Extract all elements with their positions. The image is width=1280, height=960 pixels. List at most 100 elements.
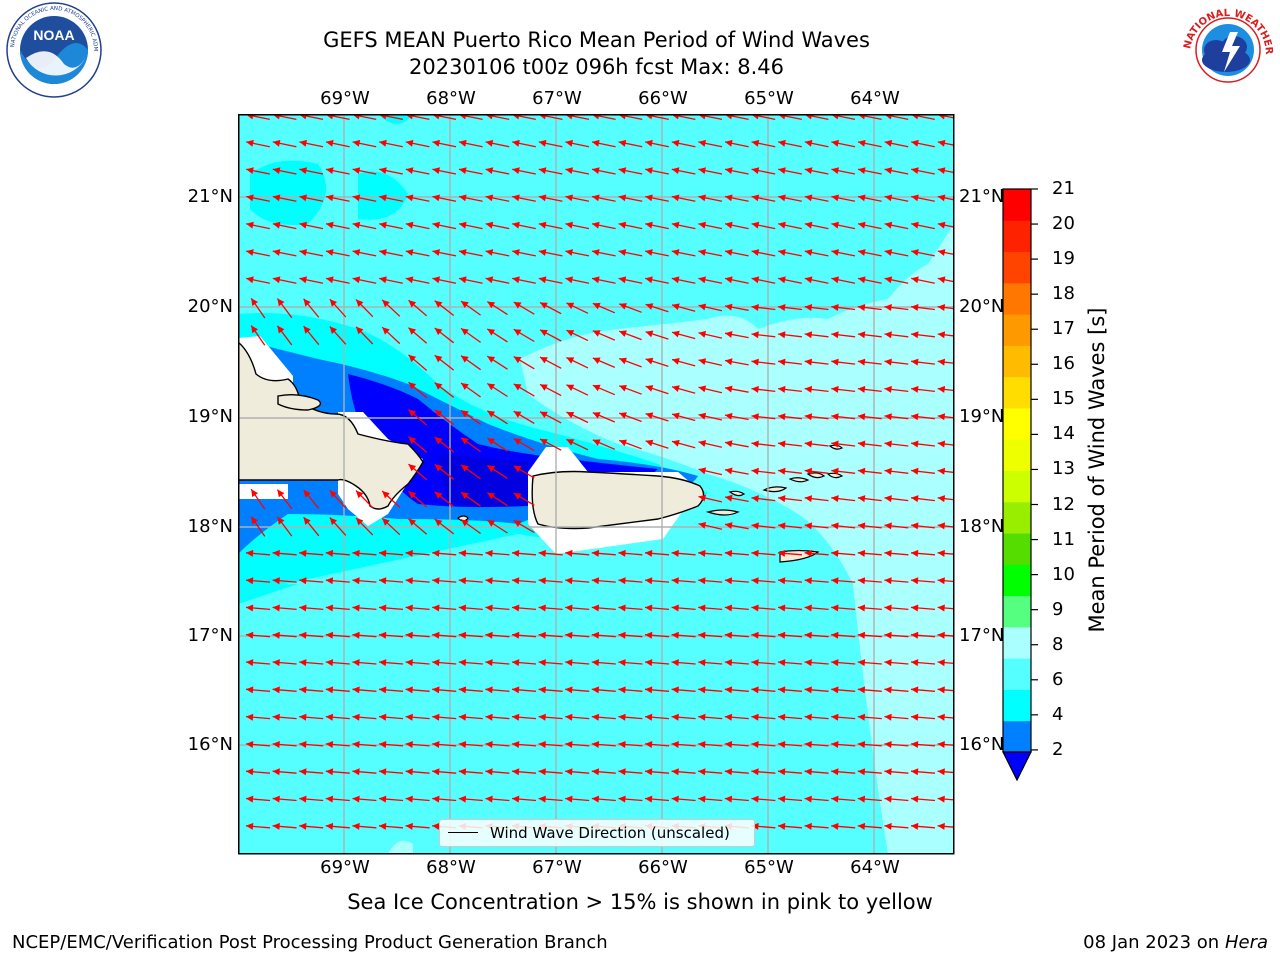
wind-wave-arrowhead	[591, 549, 600, 557]
wind-wave-arrowhead	[405, 659, 413, 667]
wind-wave-arrowhead	[804, 304, 813, 311]
wind-wave-arrowhead	[592, 276, 600, 284]
wind-wave-arrowhead	[645, 659, 653, 667]
wind-wave-arrowhead	[645, 357, 654, 365]
wind-wave-arrowhead	[804, 221, 813, 229]
wind-wave-arrowhead	[272, 604, 280, 612]
wind-wave-arrowhead	[485, 659, 493, 667]
wind-wave-arrowhead	[778, 331, 786, 339]
wind-wave-arrowhead	[540, 329, 548, 337]
wind-wave-arrowhead	[246, 139, 254, 147]
wind-wave-arrowhead	[459, 221, 467, 229]
wind-wave-arrowhead	[698, 358, 707, 365]
wind-wave-arrowhead	[858, 139, 866, 147]
wind-wave-arrowhead	[672, 330, 680, 338]
wind-wave-arrowhead	[911, 577, 919, 585]
wind-wave-arrowhead	[538, 686, 546, 694]
wind-wave-arrowhead	[751, 221, 760, 229]
wind-wave-arrowhead	[458, 577, 467, 585]
wind-wave-arrowhead	[671, 741, 679, 748]
wind-wave-arrowhead	[272, 249, 281, 256]
wind-wave-arrowhead	[725, 522, 733, 529]
wind-wave-arrowhead	[884, 631, 892, 639]
wind-wave-arrowhead	[432, 221, 440, 229]
wind-wave-arrowhead	[405, 139, 414, 147]
wind-wave-arrowhead	[565, 249, 573, 256]
wind-wave-arrowhead	[618, 249, 627, 256]
wind-wave-arrowhead	[566, 412, 575, 419]
wind-wave-arrowhead	[937, 440, 946, 448]
wind-wave-arrowhead	[645, 194, 653, 202]
wind-wave-arrowhead	[724, 549, 733, 557]
wind-wave-arrowhead	[937, 522, 946, 530]
wind-wave-arrowhead	[512, 167, 520, 174]
wind-wave-arrowhead	[911, 495, 919, 503]
wind-wave-arrowhead	[459, 276, 467, 284]
wind-wave-arrowhead	[671, 577, 679, 585]
lat-label-left-19: 19°N	[187, 406, 233, 427]
wind-wave-arrowhead	[565, 686, 573, 694]
colorbar-tick-label: 4	[1052, 703, 1064, 725]
wind-wave-arrowhead	[538, 577, 546, 585]
wind-wave-arrowhead	[937, 577, 945, 585]
wind-wave-arrowhead	[246, 167, 254, 174]
lat-label-right-21: 21°N	[959, 186, 1005, 207]
wind-wave-arrowhead	[778, 577, 786, 585]
wind-wave-arrowhead	[778, 467, 786, 475]
wind-wave-arrowhead	[911, 413, 919, 421]
wind-wave-arrowhead	[538, 768, 546, 776]
wind-wave-arrowhead	[937, 549, 945, 557]
wind-wave-arrowhead	[831, 795, 839, 803]
wind-wave-arrowhead	[513, 383, 522, 391]
wind-wave-arrowhead	[352, 768, 360, 776]
wind-wave-arrowhead	[645, 412, 654, 420]
wind-wave-arrowhead	[246, 659, 254, 667]
wind-wave-arrowhead	[408, 327, 417, 335]
lat-label-left-20: 20°N	[187, 296, 233, 317]
wind-wave-arrowhead	[618, 167, 627, 174]
wind-wave-arrowhead	[272, 768, 280, 776]
wind-wave-arrowhead	[512, 276, 520, 284]
wind-wave-arrowhead	[432, 713, 440, 721]
wind-wave-arrowhead	[591, 713, 600, 721]
wind-wave-arrowhead	[565, 167, 573, 174]
wind-wave-arrowhead	[329, 326, 337, 334]
wind-wave-arrowhead	[458, 659, 467, 667]
wind-wave-arrowhead	[618, 194, 627, 202]
wind-wave-arrowhead	[272, 659, 280, 667]
wind-wave-arrowhead	[540, 439, 548, 446]
wind-wave-arrowhead	[487, 410, 496, 418]
colorbar-segment	[1003, 345, 1031, 378]
wind-wave-arrowhead	[272, 139, 281, 147]
wind-wave-arrowhead	[272, 221, 281, 229]
colorbar-tick-label: 18	[1052, 283, 1075, 305]
wind-wave-arrowhead	[698, 768, 706, 776]
wind-wave-arrowhead	[884, 495, 892, 503]
wind-wave-arrowhead	[884, 139, 893, 147]
wind-wave-arrowhead	[831, 413, 839, 421]
wind-wave-arrowhead	[724, 659, 733, 667]
wind-wave-arrowhead	[725, 167, 733, 174]
wind-wave-arrowhead	[698, 549, 706, 557]
wind-wave-arrowhead	[751, 795, 759, 803]
sea-ice-note: Sea Ice Concentration > 15% is shown in …	[347, 890, 933, 914]
wind-wave-arrowhead	[487, 492, 496, 500]
wind-wave-arrowhead	[432, 631, 440, 639]
wind-wave-arrowhead	[671, 631, 679, 639]
wind-wave-arrowhead	[884, 822, 892, 830]
wind-wave-arrowhead	[751, 385, 759, 393]
wind-wave-arrowhead	[461, 410, 469, 418]
wind-wave-arrowhead	[325, 713, 334, 721]
wind-wave-arrowhead	[299, 249, 307, 256]
wind-wave-arrowhead	[379, 577, 387, 585]
wind-wave-arrowhead	[591, 659, 600, 667]
wind-wave-arrowhead	[831, 604, 839, 612]
wind-wave-arrowhead	[858, 194, 866, 202]
wind-wave-arrowhead	[778, 522, 786, 530]
wind-wave-arrowhead	[831, 139, 839, 147]
wind-wave-arrowhead	[405, 221, 414, 229]
wind-wave-arrowhead	[884, 167, 893, 174]
wind-wave-arrowhead	[512, 139, 520, 147]
wind-wave-arrowhead	[698, 604, 706, 612]
wind-wave-arrowhead	[804, 495, 813, 503]
